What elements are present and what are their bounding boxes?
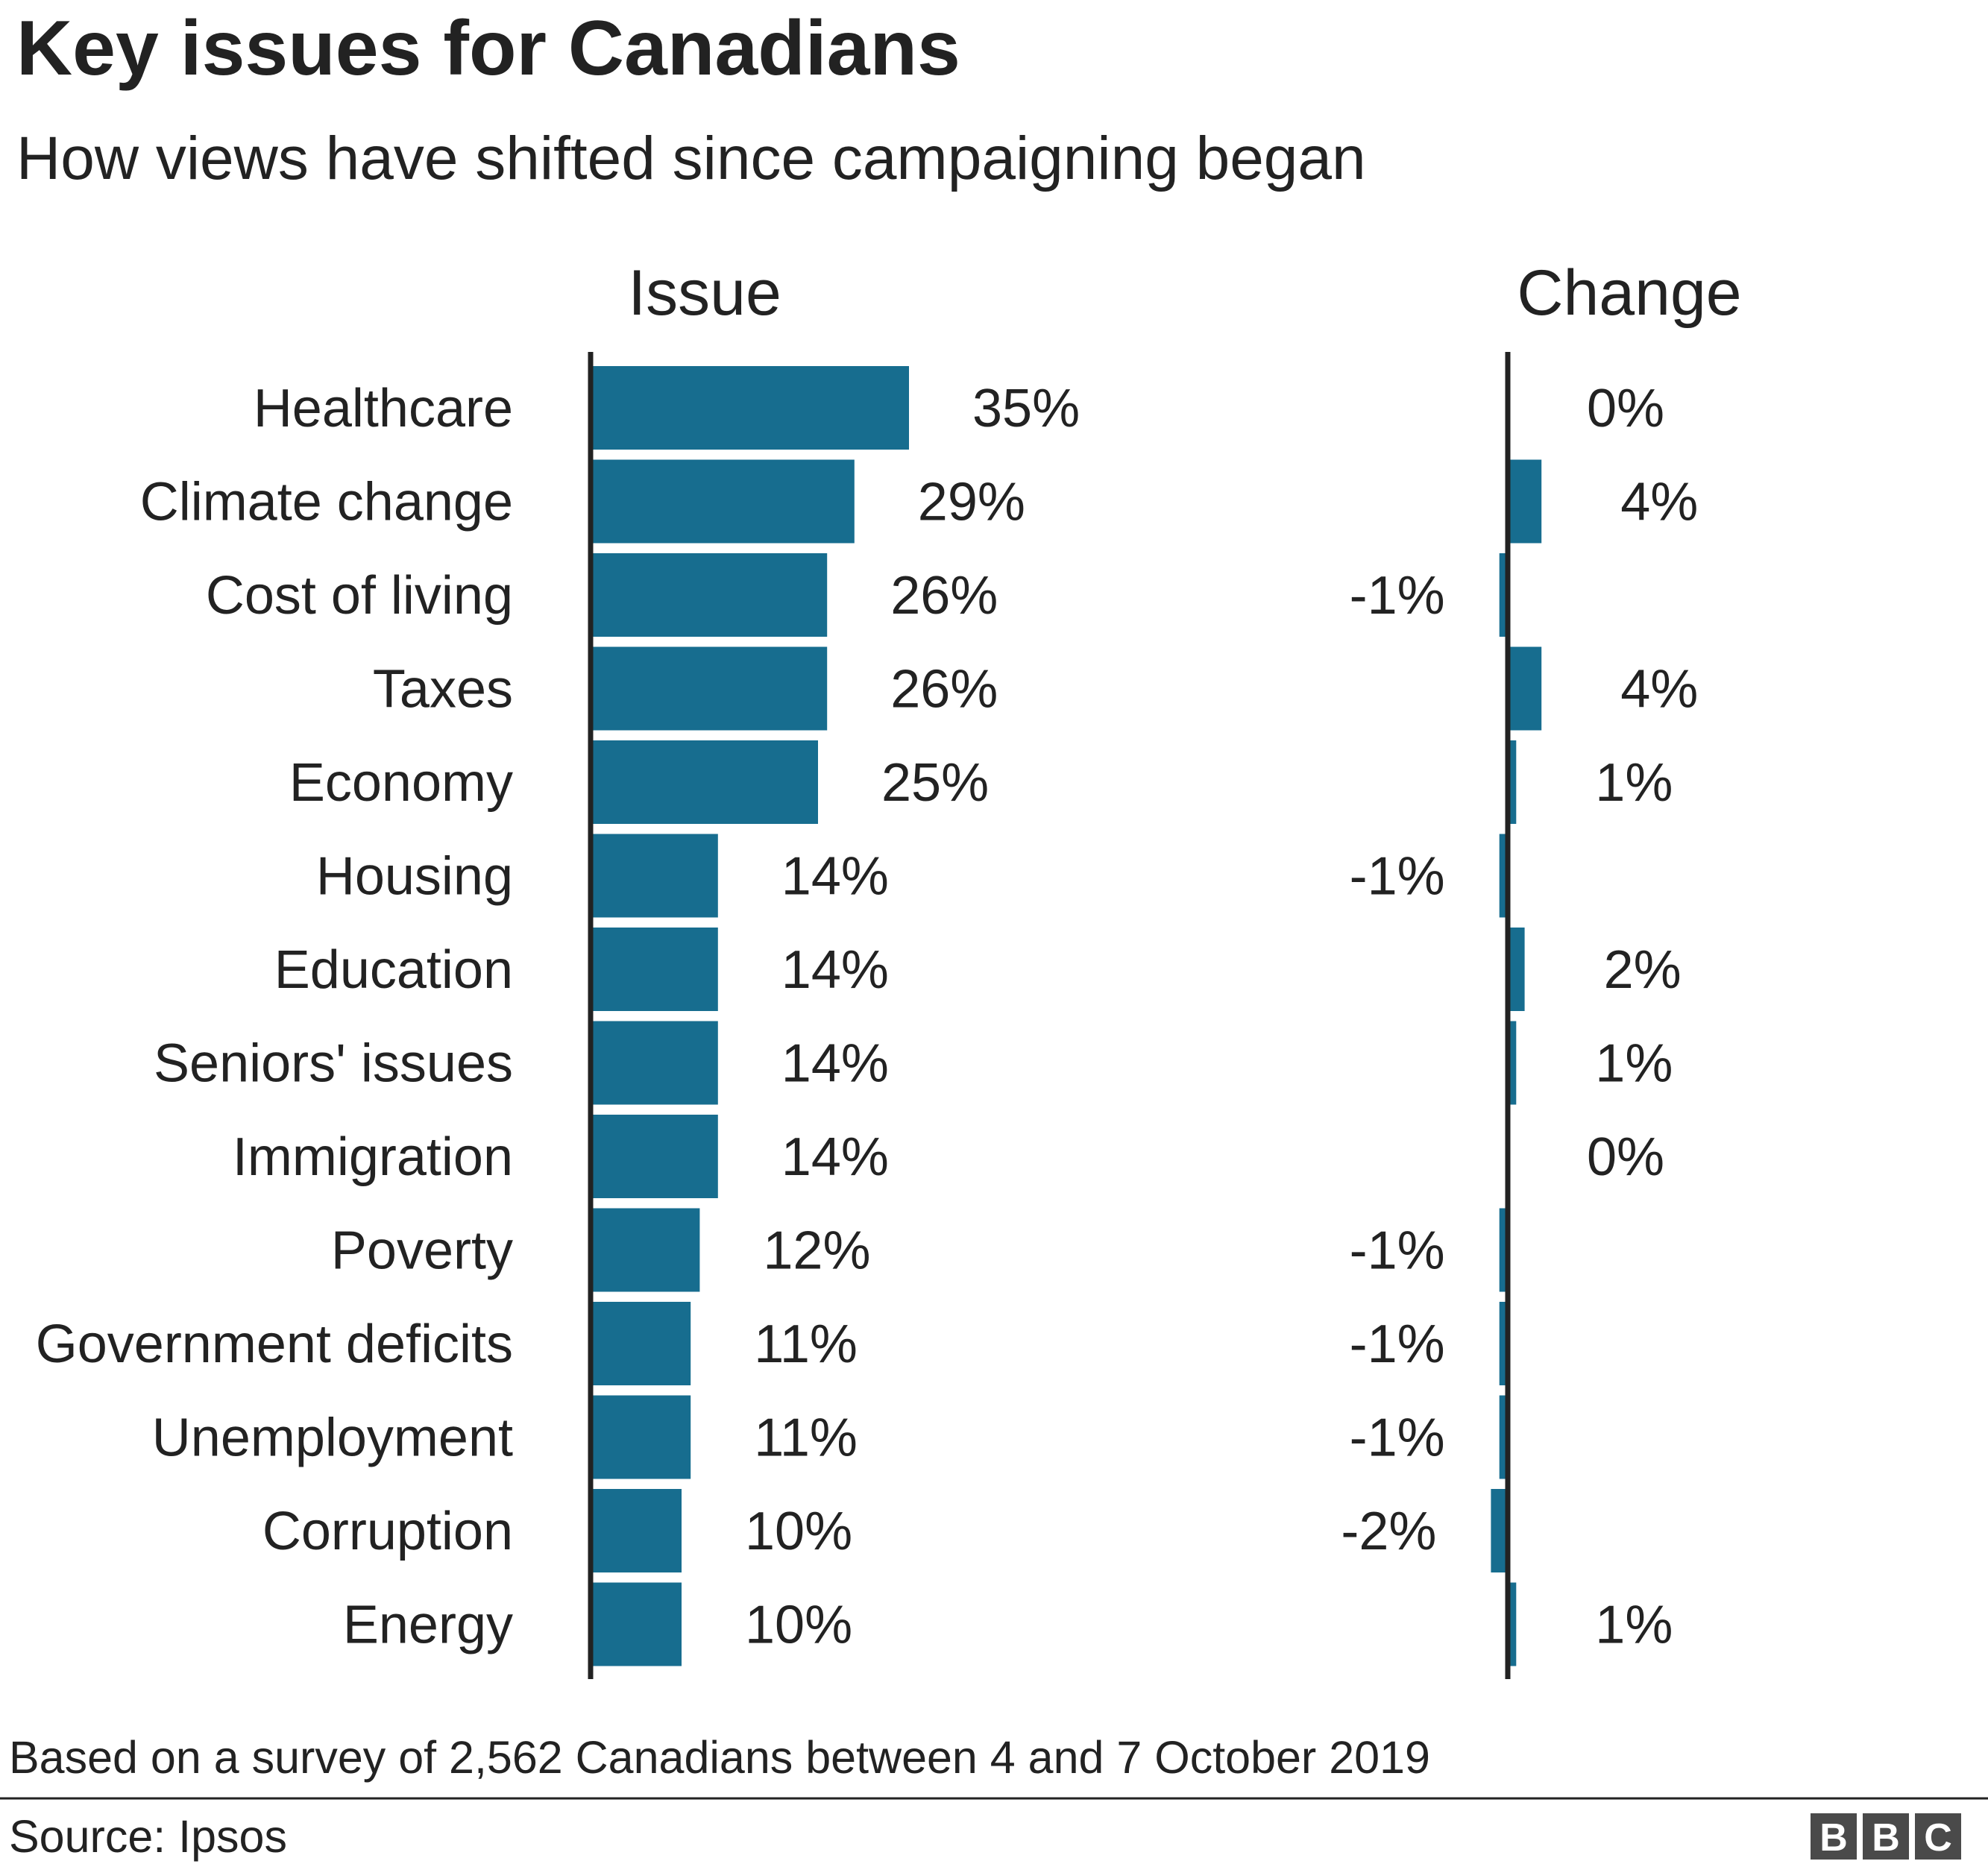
issue-bar <box>591 1582 682 1666</box>
category-label: Seniors' issues <box>154 1034 513 1094</box>
category-label: Taxes <box>373 660 513 720</box>
issue-bar <box>591 1115 718 1198</box>
change-bar <box>1499 1208 1508 1292</box>
category-label: Unemployment <box>152 1408 513 1468</box>
change-value-label: 1% <box>1595 753 1673 813</box>
chart-title: Key issues for Canadians <box>16 5 960 92</box>
change-bar <box>1499 553 1508 637</box>
issue-value-label: 26% <box>890 660 998 720</box>
change-bar <box>1508 459 1542 544</box>
issue-value-label: 12% <box>763 1221 870 1281</box>
category-label: Healthcare <box>254 379 513 438</box>
category-label: Immigration <box>233 1127 513 1187</box>
change-value-label: 0% <box>1587 1127 1664 1187</box>
issue-bar <box>591 366 909 450</box>
category-label: Corruption <box>262 1502 513 1561</box>
issue-bar <box>591 834 718 918</box>
chart-subtitle: How views have shifted since campaigning… <box>16 125 1366 192</box>
category-label: Housing <box>316 847 513 907</box>
change-value-label: -2% <box>1341 1502 1436 1561</box>
change-bar <box>1491 1489 1508 1572</box>
issue-bar <box>591 553 828 637</box>
change-bar <box>1508 1021 1517 1105</box>
issue-value-label: 14% <box>781 1034 889 1094</box>
category-label: Economy <box>289 753 513 813</box>
svg-text:C: C <box>1924 1816 1952 1860</box>
issue-value-label: 11% <box>754 1408 858 1468</box>
change-value-label: 4% <box>1620 473 1698 532</box>
issue-bar <box>591 928 718 1011</box>
issue-bar <box>591 740 818 824</box>
change-value-label: 0% <box>1587 379 1664 438</box>
change-value-label: -1% <box>1350 1221 1445 1281</box>
change-bar <box>1499 834 1508 918</box>
change-value-label: -1% <box>1350 566 1445 626</box>
issue-bar <box>591 1021 718 1105</box>
change-value-label: 1% <box>1595 1596 1673 1655</box>
change-bar <box>1508 646 1542 731</box>
issue-value-label: 25% <box>881 753 989 813</box>
svg-text:B: B <box>1872 1816 1900 1860</box>
category-label: Climate change <box>140 473 513 532</box>
issue-value-label: 14% <box>781 1127 889 1187</box>
change-bar <box>1508 1582 1517 1666</box>
category-label: Energy <box>343 1596 513 1655</box>
change-value-label: 2% <box>1604 940 1682 1000</box>
issue-value-label: 11% <box>754 1314 858 1374</box>
issue-bar <box>591 1489 682 1572</box>
change-value-label: 1% <box>1595 1034 1673 1094</box>
bbc-logo: B B C <box>1811 1813 1961 1860</box>
change-value-label: -1% <box>1350 1408 1445 1468</box>
change-bar <box>1508 928 1525 1011</box>
category-label: Cost of living <box>206 566 513 626</box>
issue-value-label: 35% <box>972 379 1080 438</box>
column-header-issue: Issue <box>628 257 781 329</box>
issue-bar <box>591 1208 700 1292</box>
category-label: Poverty <box>331 1221 513 1281</box>
change-value-label: -1% <box>1350 847 1445 907</box>
survey-note: Based on a survey of 2,562 Canadians bet… <box>9 1732 1430 1783</box>
issue-bar <box>591 646 828 731</box>
change-bar <box>1499 1395 1508 1479</box>
issue-value-label: 14% <box>781 847 889 907</box>
issue-bar <box>591 459 855 544</box>
change-value-label: -1% <box>1350 1314 1445 1374</box>
issue-value-label: 14% <box>781 940 889 1000</box>
category-label: Government deficits <box>36 1314 513 1374</box>
issue-value-label: 29% <box>918 473 1025 532</box>
issue-value-label: 26% <box>890 566 998 626</box>
change-value-label: 4% <box>1620 660 1698 720</box>
issue-value-label: 10% <box>745 1502 852 1561</box>
svg-text:B: B <box>1819 1816 1848 1860</box>
issue-bar <box>591 1395 691 1479</box>
issue-bar <box>591 1302 691 1385</box>
change-bar <box>1508 740 1517 824</box>
source-text: Source: Ipsos <box>9 1811 287 1862</box>
column-header-change: Change <box>1517 257 1741 329</box>
issue-value-label: 10% <box>745 1596 852 1655</box>
change-bar <box>1499 1302 1508 1385</box>
category-label: Education <box>274 940 513 1000</box>
